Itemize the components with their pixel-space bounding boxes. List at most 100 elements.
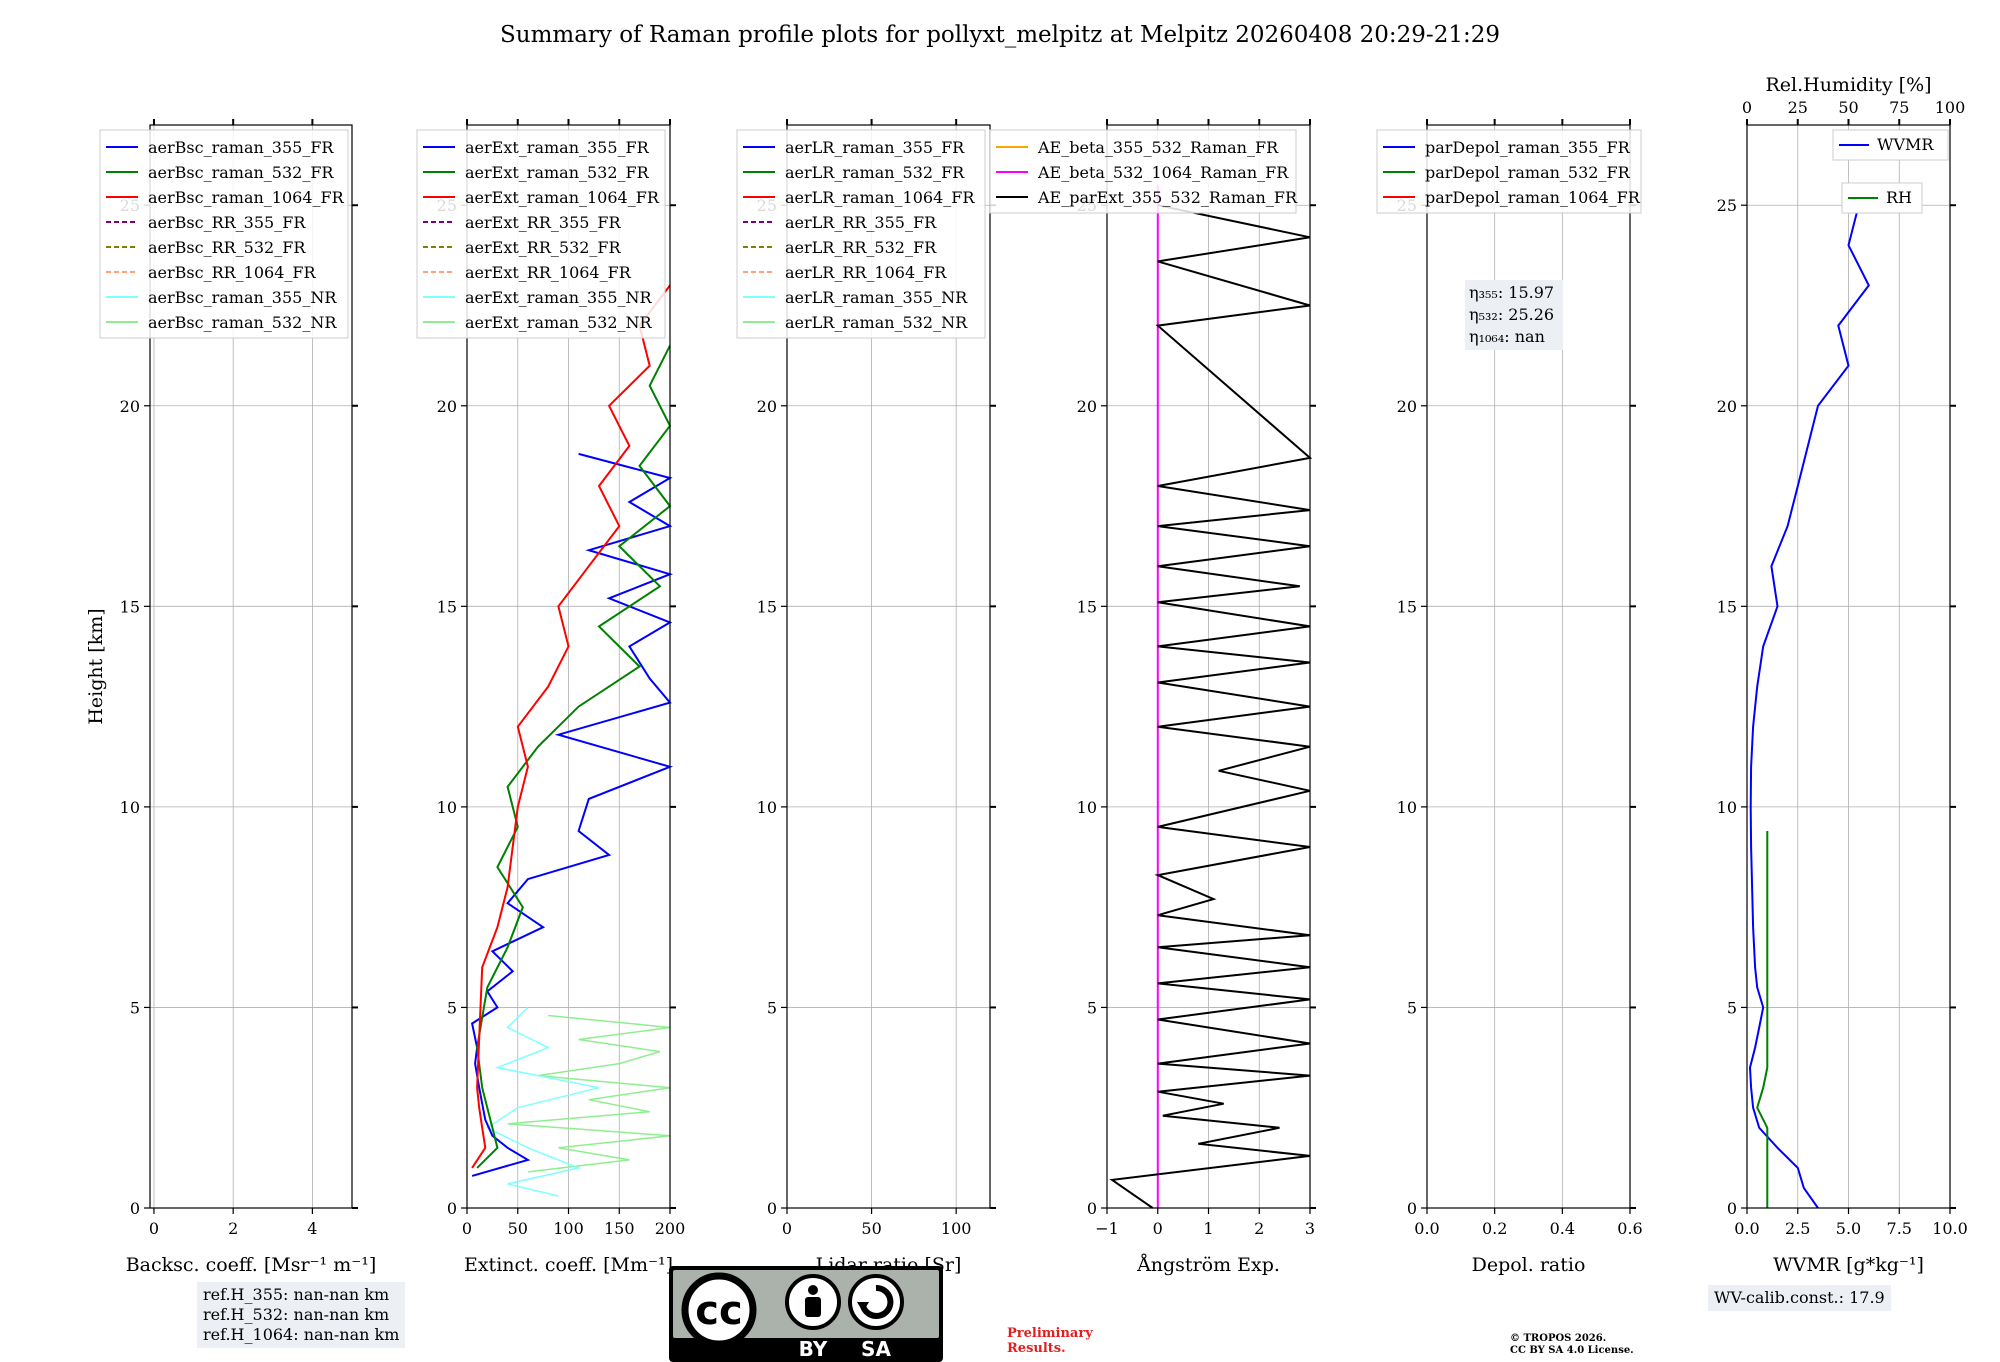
y-tick-label: 5 [1087, 998, 1097, 1017]
series-aerExt_raman_532_FR [476, 345, 672, 1169]
legend-label: aerLR_raman_355_FR [785, 138, 965, 157]
series-aerExt_raman_1064_FR [471, 284, 671, 1169]
legend-label: aerLR_RR_532_FR [785, 238, 937, 257]
x-axis-label: WVMR [g*kg⁻¹] [1773, 1254, 1924, 1276]
legend-label: aerLR_raman_355_NR [785, 288, 968, 307]
cc-text: cc [695, 1288, 742, 1334]
axes-frame [1426, 124, 1631, 1209]
copyright-note: © TROPOS 2026. CC BY SA 4.0 License. [1510, 1333, 1634, 1357]
y-tick-label: 25 [1717, 196, 1737, 215]
eta-532-text: η₅₃₂: 25.26 [1469, 305, 1554, 324]
legend-label: aerExt_RR_355_FR [465, 213, 622, 232]
x-tick-label: 2.5 [1785, 1219, 1810, 1238]
legend-box [416, 129, 666, 339]
x-top-tick-label: 50 [1838, 98, 1858, 117]
y-tick-label: 20 [757, 397, 777, 416]
y-axis-label: Height [km] [85, 608, 107, 724]
legend-box [736, 129, 986, 339]
x-top-axis-label: Rel.Humidity [%] [1765, 74, 1931, 96]
y-tick-label: 5 [130, 998, 140, 1017]
x-tick-label: −1 [1095, 1219, 1119, 1238]
legend-label: aerExt_raman_355_FR [465, 138, 650, 157]
legend-box [989, 129, 1297, 214]
legend-label: AE_beta_532_1064_Raman_FR [1037, 163, 1289, 182]
preliminary-note: Preliminary Results. [1007, 1326, 1093, 1356]
x-tick-label: 1 [1203, 1219, 1213, 1238]
cc-by-sa-badge-icon: cc BY SA [669, 1266, 943, 1362]
series-AE_parExt_355_532_Raman_FR [1109, 204, 1313, 1209]
y-tick-label: 20 [437, 397, 457, 416]
y-tick-label: 5 [1727, 998, 1737, 1017]
y-tick-label: 0 [447, 1199, 457, 1218]
x-tick-label: 10.0 [1932, 1219, 1968, 1238]
series-WVMR [1748, 204, 1870, 1209]
y-tick-label: 15 [437, 597, 457, 616]
y-tick-label: 10 [1397, 798, 1417, 817]
x-top-tick-label: 0 [1742, 98, 1752, 117]
legend-label: aerExt_raman_532_FR [465, 163, 650, 182]
y-tick-label: 10 [1717, 798, 1737, 817]
x-tick-label: 50 [861, 1219, 881, 1238]
y-tick-label: 0 [767, 1199, 777, 1218]
x-tick-label: 0.4 [1550, 1219, 1575, 1238]
x-tick-label: 0 [1153, 1219, 1163, 1238]
x-tick-label: 7.5 [1887, 1219, 1912, 1238]
y-tick-label: 5 [767, 998, 777, 1017]
preliminary-line-2: Results. [1007, 1341, 1066, 1356]
legend-box [1376, 129, 1642, 214]
legend-label: aerBsc_raman_532_NR [148, 313, 337, 332]
x-tick-label: 2 [1254, 1219, 1264, 1238]
y-tick-label: 20 [1397, 397, 1417, 416]
legend-label: aerExt_RR_532_FR [465, 238, 622, 257]
x-tick-label: 100 [553, 1219, 584, 1238]
legend-label: aerLR_RR_1064_FR [785, 263, 947, 282]
x-tick-label: 0 [149, 1219, 159, 1238]
y-tick-label: 15 [1717, 597, 1737, 616]
eta-1064-text: η₁₀₆₄: nan [1469, 327, 1545, 346]
sa-text: SA [861, 1337, 891, 1361]
legend-box [99, 129, 349, 339]
x-tick-label: 50 [508, 1219, 528, 1238]
x-tick-label: 4 [307, 1219, 317, 1238]
y-tick-label: 15 [1077, 597, 1097, 616]
legend-label: aerExt_raman_532_NR [465, 313, 653, 332]
x-tick-label: 0.6 [1617, 1219, 1642, 1238]
y-tick-label: 10 [120, 798, 140, 817]
figure-title: Summary of Raman profile plots for polly… [500, 22, 1500, 48]
legend-label: aerBsc_RR_1064_FR [148, 263, 317, 282]
legend-label: aerLR_RR_355_FR [785, 213, 937, 232]
legend-label: aerBsc_raman_355_NR [148, 288, 337, 307]
x-top-tick-label: 25 [1788, 98, 1808, 117]
y-tick-label: 0 [1087, 1199, 1097, 1218]
legend-label: AE_parExt_355_532_Raman_FR [1037, 188, 1298, 207]
copyright-line-1: © TROPOS 2026. [1510, 1333, 1607, 1344]
series-RH [1756, 831, 1769, 1208]
legend-label: aerLR_raman_1064_FR [785, 188, 975, 207]
x-tick-label: 3 [1305, 1219, 1315, 1238]
legend-label: parDepol_raman_532_FR [1425, 163, 1631, 182]
y-tick-label: 10 [437, 798, 457, 817]
x-tick-label: 0.0 [1414, 1219, 1439, 1238]
series-aerExt_raman_355_FR [470, 452, 674, 1177]
x-tick-label: 0 [782, 1219, 792, 1238]
legend-label: aerLR_raman_532_FR [785, 163, 965, 182]
legend-label: WVMR [1877, 135, 1934, 154]
legend-label: parDepol_raman_355_FR [1425, 138, 1631, 157]
ref-h-1064: ref.H_1064: nan-nan km [203, 1325, 400, 1344]
preliminary-line-1: Preliminary [1007, 1326, 1093, 1341]
x-tick-label: 0.2 [1482, 1219, 1507, 1238]
y-tick-label: 5 [447, 998, 457, 1017]
y-tick-label: 0 [1727, 1199, 1737, 1218]
y-tick-label: 15 [120, 597, 140, 616]
x-tick-label: 150 [604, 1219, 635, 1238]
x-tick-label: 2 [228, 1219, 238, 1238]
legend-label: RH [1886, 188, 1912, 207]
y-tick-label: 0 [1407, 1199, 1417, 1218]
series-aerExt_raman_355_NR [485, 1006, 600, 1197]
x-tick-label: 100 [941, 1219, 972, 1238]
ref-h-355: ref.H_355: nan-nan km [203, 1285, 390, 1304]
eta-355-text: η₃₅₅: 15.97 [1469, 283, 1554, 302]
by-text: BY [799, 1337, 828, 1361]
y-tick-label: 15 [757, 597, 777, 616]
